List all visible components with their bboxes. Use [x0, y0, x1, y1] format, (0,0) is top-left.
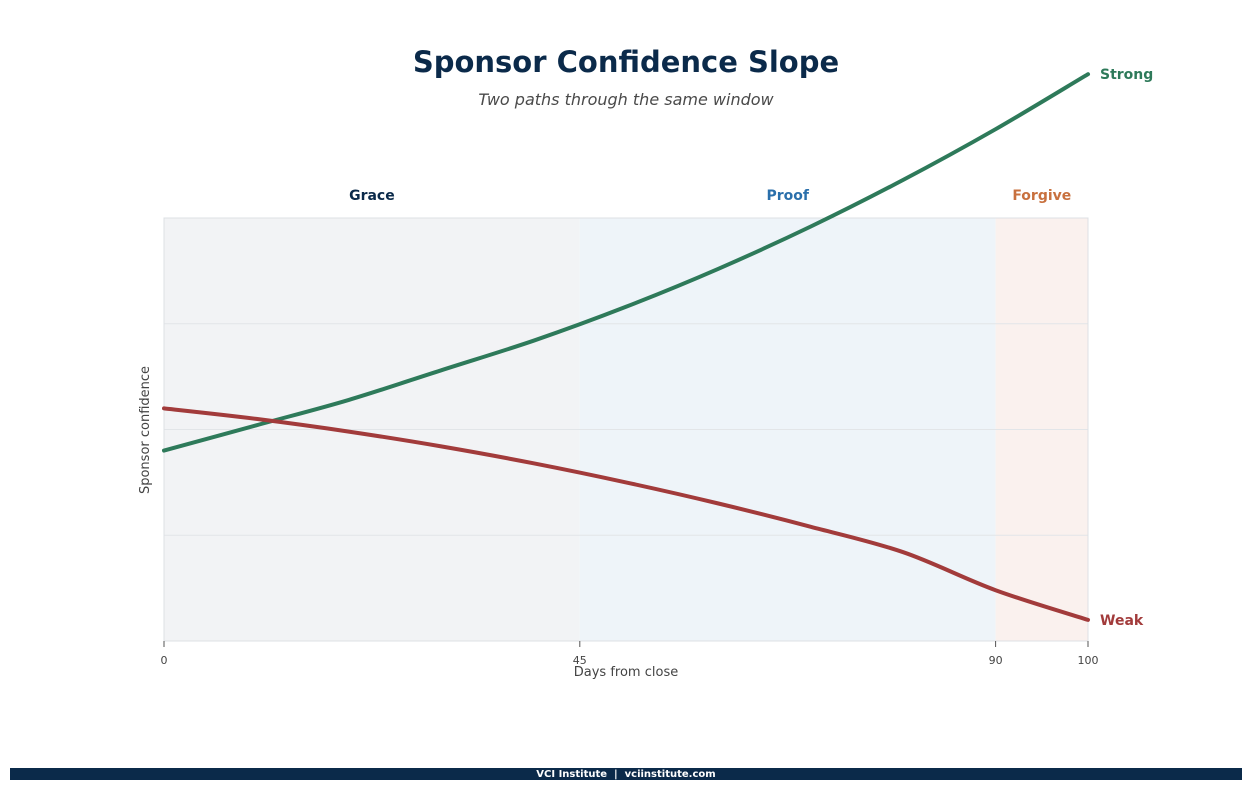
series-label-strong: Strong [1100, 67, 1153, 83]
phase-label-proof: Proof [766, 188, 809, 204]
plot-frame [163, 217, 1089, 642]
x-tick-label: 100 [1078, 654, 1099, 667]
phase-labels: Grace Proof Forgive [349, 188, 1071, 204]
phase-label-grace: Grace [349, 188, 395, 204]
gridlines [164, 323, 1088, 536]
x-axis-label: Days from close [574, 665, 678, 680]
chart-title: Sponsor Confidence Slope [413, 45, 839, 79]
y-axis-label: Sponsor confidence [138, 366, 153, 494]
series-labels: Strong Weak [1100, 67, 1153, 629]
footer-bar [10, 768, 1242, 780]
series-line-strong [162, 72, 1090, 453]
x-tick-label: 0 [161, 654, 168, 667]
series-line-weak [162, 406, 1090, 622]
chart-subtitle: Two paths through the same window [478, 90, 774, 109]
series-lines [162, 72, 1090, 622]
x-axis: 0 45 90 100 [161, 641, 1099, 667]
x-tick-label: 45 [573, 654, 587, 667]
x-tick-label: 90 [989, 654, 1003, 667]
footer-text: VCI Institute | vciinstitute.com [536, 769, 715, 780]
phase-label-forgive: Forgive [1012, 188, 1071, 204]
series-label-weak: Weak [1100, 613, 1144, 629]
